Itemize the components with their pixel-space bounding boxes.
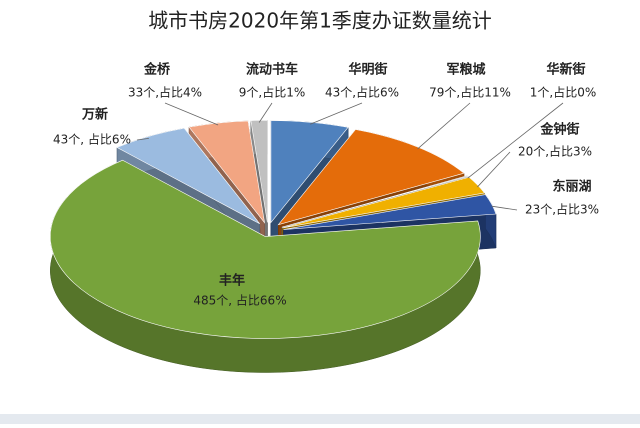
data-label: 9个,占比1% [239, 85, 306, 100]
data-label: 79个,占比11% [429, 85, 511, 100]
slice-name: 流动书车 [246, 62, 298, 78]
slice [277, 129, 465, 226]
data-label: 1个,占比0% [530, 85, 597, 100]
leader-line [310, 102, 363, 125]
slice-group [49, 159, 481, 373]
slice-name: 丰年 [219, 273, 245, 289]
slice [188, 120, 266, 224]
data-label: 485个, 占比66% [193, 293, 286, 308]
data-label: 23个,占比3% [525, 202, 599, 217]
slice [283, 194, 497, 230]
leader-line [491, 205, 518, 211]
slice [281, 175, 469, 228]
data-label: 20个,占比3% [518, 144, 592, 159]
leader-line [258, 102, 273, 123]
bottom-strip [0, 414, 640, 424]
leader-line [467, 102, 564, 179]
slice [116, 127, 260, 225]
slice [49, 159, 481, 339]
data-label: 33个,占比4% [128, 85, 202, 100]
chart-title: 城市书房2020年第1季度办证数量统计 [148, 9, 492, 33]
slice-name: 金钟街 [539, 122, 579, 138]
slice-name: 东丽湖 [552, 179, 591, 195]
data-label: 43个,占比6% [325, 85, 399, 100]
leader-line [164, 102, 219, 126]
slice-name: 军粮城 [446, 62, 485, 78]
leader-line [136, 138, 149, 141]
slice [250, 120, 268, 223]
slice-name: 万新 [81, 107, 108, 123]
leader-line [417, 102, 471, 150]
slice-name: 金桥 [143, 62, 171, 78]
data-label: 43个, 占比6% [53, 132, 131, 147]
slice-name: 华新街 [546, 62, 585, 78]
slice-name: 华明街 [348, 62, 387, 78]
leader-line [477, 151, 511, 188]
slice [270, 120, 349, 224]
